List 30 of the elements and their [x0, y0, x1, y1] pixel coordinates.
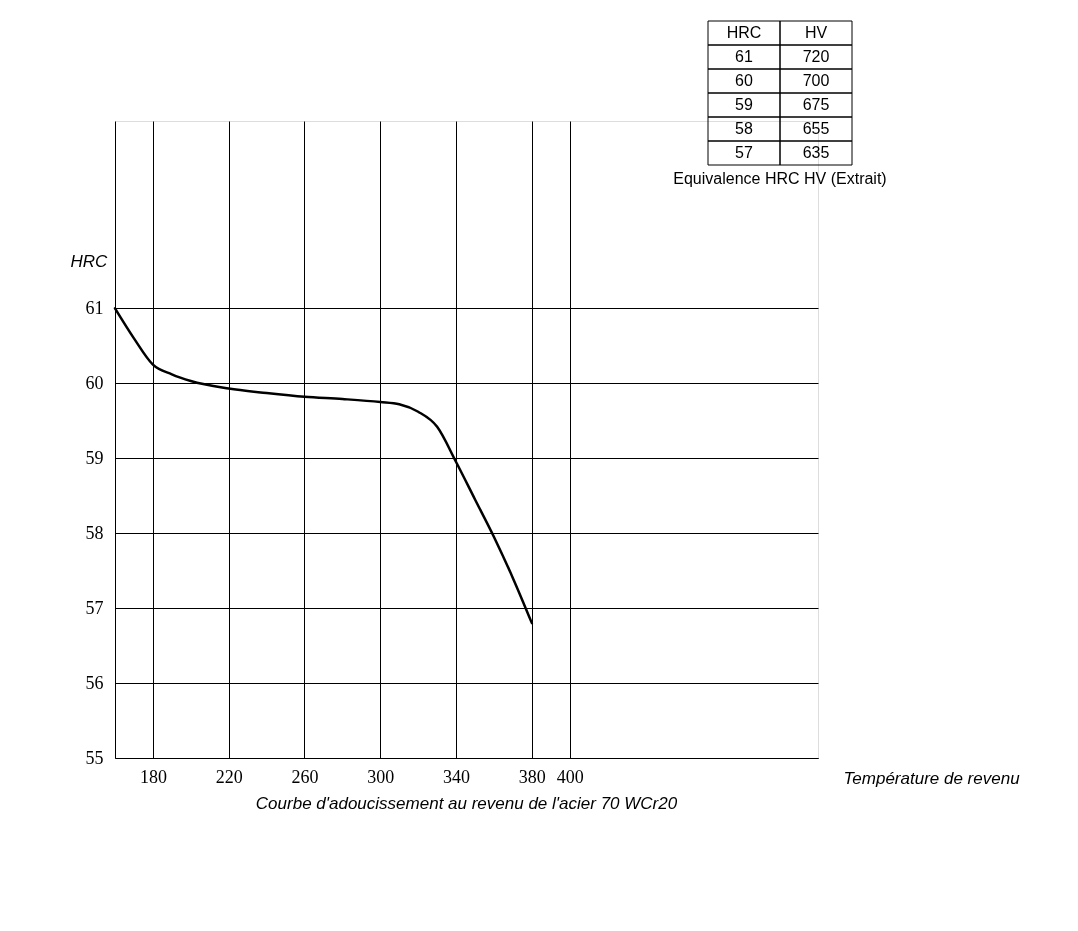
y-axis-title: HRC — [70, 251, 109, 271]
x-tick-label: 400 — [556, 766, 584, 787]
text: HV — [804, 24, 828, 41]
y-tick-label: 61 — [85, 297, 104, 318]
x-tick-label: 340 — [443, 766, 471, 787]
x-tick-label: 260 — [291, 766, 319, 787]
text: 675 — [802, 96, 830, 113]
text: 700 — [802, 72, 830, 89]
annotation: Equivalence HRC HV (Extrait) — [673, 170, 887, 187]
text: Courbe d'adoucissement au revenu de l'acier 70 WCr20 — [255, 794, 678, 813]
x-tick-label: 300 — [367, 766, 395, 787]
text: 720 — [802, 48, 830, 65]
x-tick-label: 380 — [518, 766, 546, 787]
y-tick-label: 55 — [85, 747, 104, 768]
x-axis-title: Température de revenu — [843, 768, 1021, 788]
y-tick-label: 59 — [85, 447, 104, 468]
annotation: 58 — [735, 120, 753, 137]
annotation: 655 — [802, 120, 830, 137]
y-tick-label: 57 — [85, 597, 104, 618]
x-tick-label: 180 — [139, 766, 167, 787]
y-tick-label: 56 — [85, 672, 104, 693]
text: 59 — [735, 96, 753, 113]
text: 60 — [735, 72, 753, 89]
text: HRC — [726, 24, 762, 41]
y-tick-label: 60 — [85, 372, 104, 393]
x-tick-label: 220 — [215, 766, 243, 787]
text: 61 — [735, 48, 753, 65]
annotation: 635 — [802, 144, 830, 161]
annotation: 57 — [735, 144, 753, 161]
y-tick-label: 58 — [85, 522, 104, 543]
